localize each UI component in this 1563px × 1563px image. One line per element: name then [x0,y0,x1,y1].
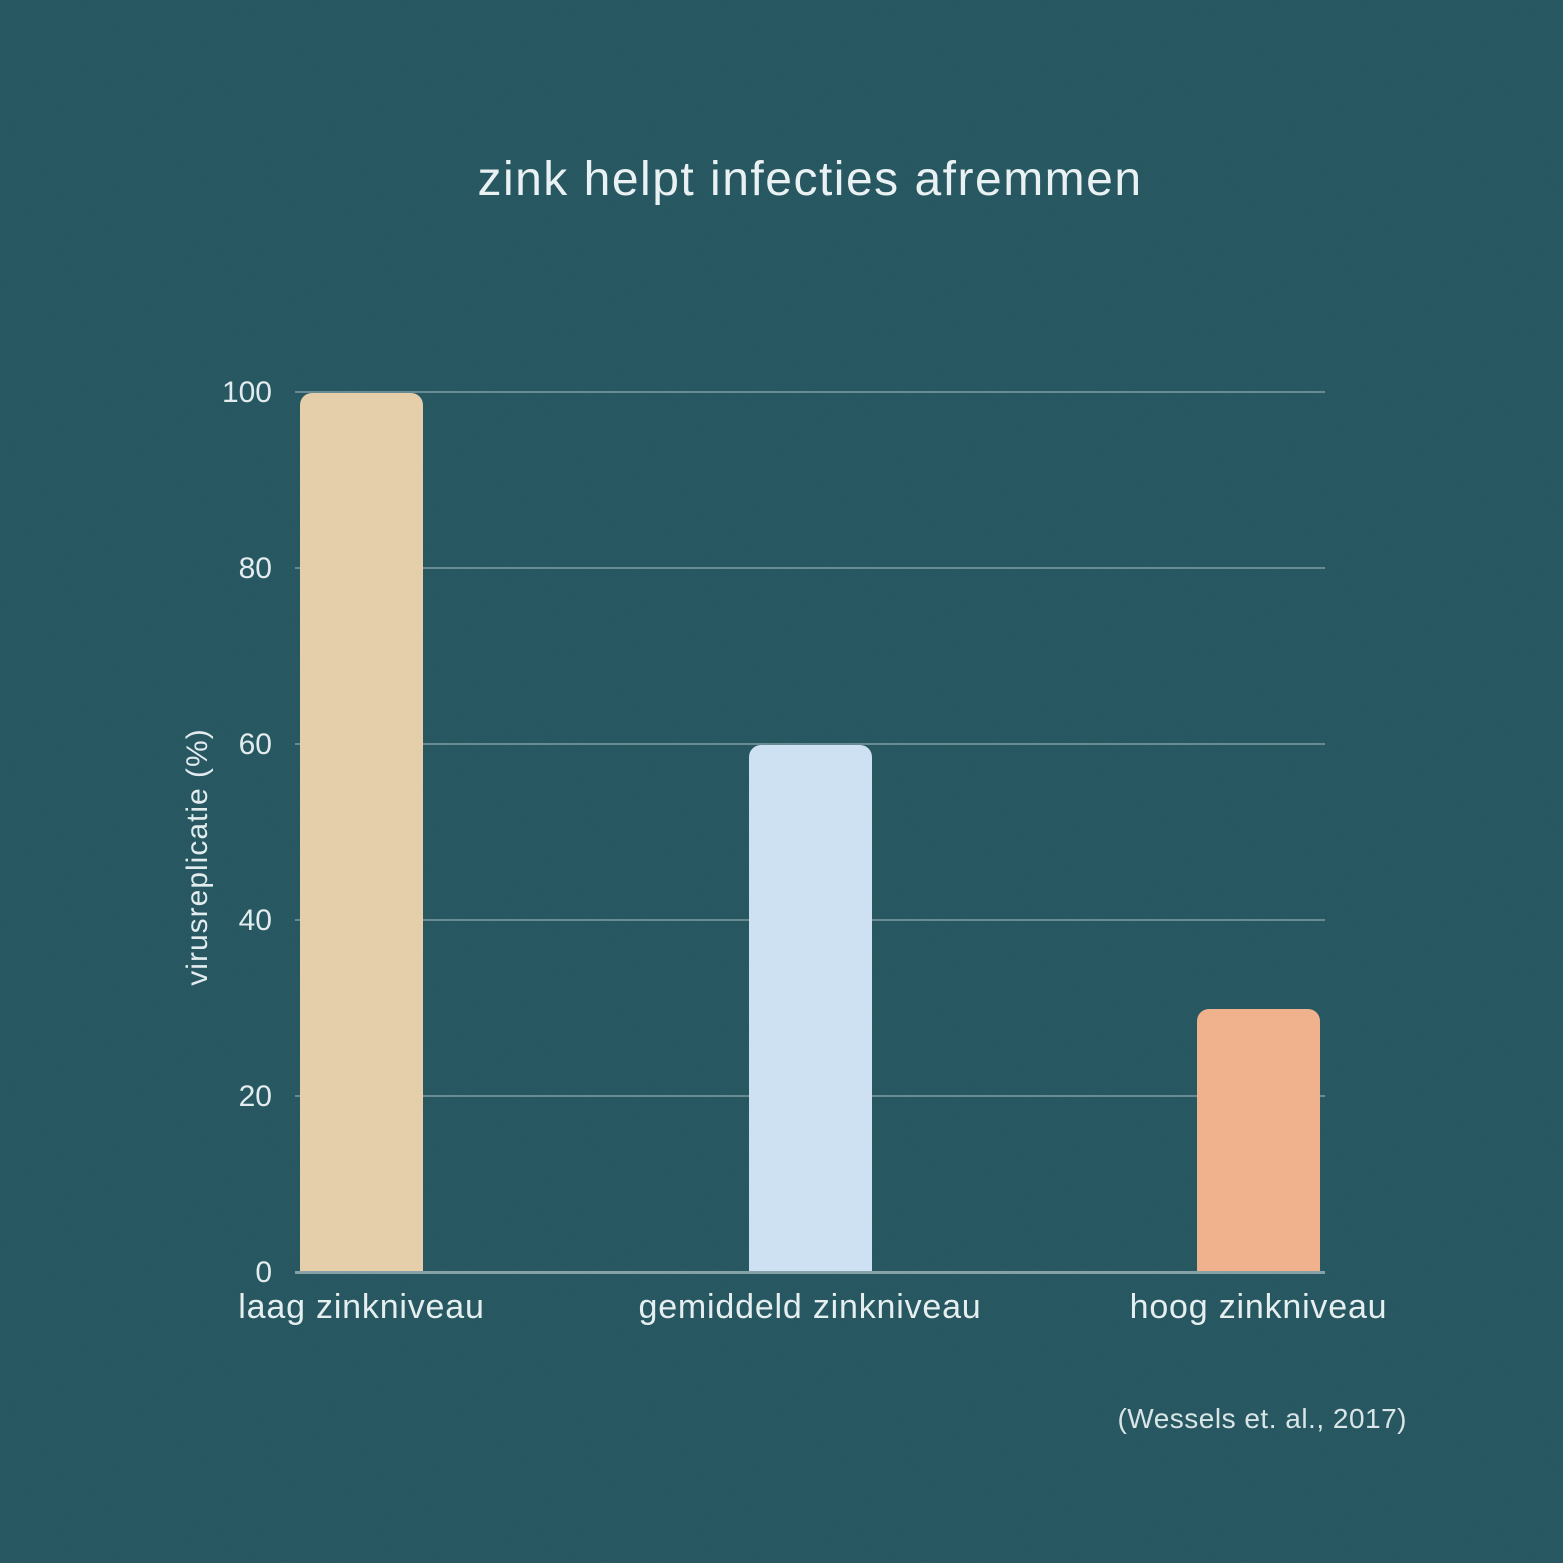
plot-area [295,391,1325,1273]
citation: (Wessels et. al., 2017) [1117,1403,1407,1434]
y-tick-label: 100 [221,376,272,409]
y-tick-label: 80 [238,552,272,585]
x-axis-line [295,1271,1325,1274]
x-category-label: gemiddeld zinkniveau [638,1288,982,1326]
bar-gemiddeld-zinkniveau [748,745,872,1273]
gridline [295,567,1325,569]
gridline [295,743,1325,745]
y-tick-label: 0 [255,1256,272,1289]
x-category-label: hoog zinkniveau [1129,1288,1388,1326]
chart-title: zink helpt infecties afremmen [477,153,1143,206]
bar-hoog-zinkniveau [1197,1009,1320,1273]
y-axis-label: virusreplicatie (%) [181,728,214,986]
bar-laag-zinkniveau [300,393,423,1273]
y-tick-label: 40 [238,904,272,937]
gridline [295,391,1325,393]
y-tick-label: 20 [238,1080,272,1113]
x-category-label: laag zinkniveau [238,1288,485,1326]
y-tick-label: 60 [238,728,272,761]
